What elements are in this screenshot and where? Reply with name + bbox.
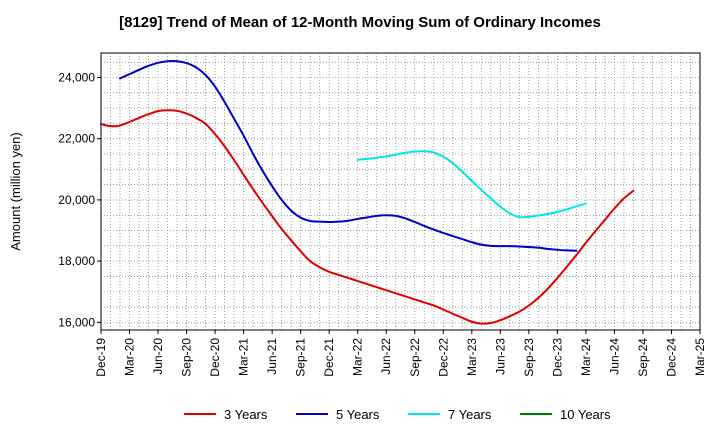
chart-title: [8129] Trend of Mean of 12-Month Moving …: [119, 14, 601, 31]
x-tick-label: Mar-24: [579, 338, 593, 376]
x-tick-label: Sep-21: [294, 338, 308, 377]
plot-frame: [100, 52, 701, 331]
y-tick-label: 24,000: [58, 70, 95, 84]
x-tick-label: Mar-21: [237, 338, 251, 376]
x-tick-label: Dec-23: [550, 338, 564, 377]
x-tick-label: Mar-23: [465, 338, 479, 376]
x-tick-label: Sep-22: [408, 338, 422, 377]
x-tick-label: Jun-20: [151, 338, 165, 375]
x-tick-label: Dec-22: [436, 338, 450, 377]
series-line-3-years: [100, 109, 635, 325]
x-tick-label: Dec-19: [94, 338, 108, 377]
legend: 3 Years 5 Years 7 Years 10 Years: [184, 407, 611, 422]
x-tick-label: Jun-24: [607, 338, 621, 375]
legend-label-7-years: 7 Years: [448, 407, 492, 422]
x-tick-label: Sep-20: [180, 338, 194, 377]
x-tick-label: Jun-21: [265, 338, 279, 375]
y-axis-title: Amount (million yen): [8, 132, 23, 251]
legend-label-10-years: 10 Years: [560, 407, 611, 422]
x-tick-label: Jun-22: [379, 338, 393, 375]
x-tick-label: Mar-20: [123, 338, 137, 376]
legend-label-3-years: 3 Years: [224, 407, 268, 422]
x-tick-label: Mar-22: [351, 338, 365, 376]
x-axis: Dec-19 Mar-20 Jun-20 Sep-20 Dec-20 Mar-21 Jun-…: [94, 330, 707, 377]
y-tick-label: 20,000: [58, 193, 95, 207]
x-tick-label: Jun-23: [493, 338, 507, 375]
x-tick-label: Dec-24: [664, 338, 678, 377]
grid: [101, 53, 700, 330]
y-tick-label: 22,000: [58, 132, 95, 146]
x-tick-label: Sep-23: [522, 338, 536, 377]
x-tick-label: Dec-20: [208, 338, 222, 377]
series-line-5-years: [119, 60, 578, 252]
x-tick-label: Mar-25: [693, 338, 707, 376]
y-axis: 16,000 18,000 20,000 22,000 24,000: [58, 70, 101, 329]
plot-area: [101, 53, 700, 330]
y-tick-label: 16,000: [58, 315, 95, 329]
x-tick-label: Dec-21: [322, 338, 336, 377]
y-tick-label: 18,000: [58, 254, 95, 268]
legend-label-5-years: 5 Years: [336, 407, 380, 422]
x-tick-label: Sep-24: [636, 338, 650, 377]
series-layer: [100, 60, 635, 325]
series-line-7-years: [356, 150, 587, 219]
